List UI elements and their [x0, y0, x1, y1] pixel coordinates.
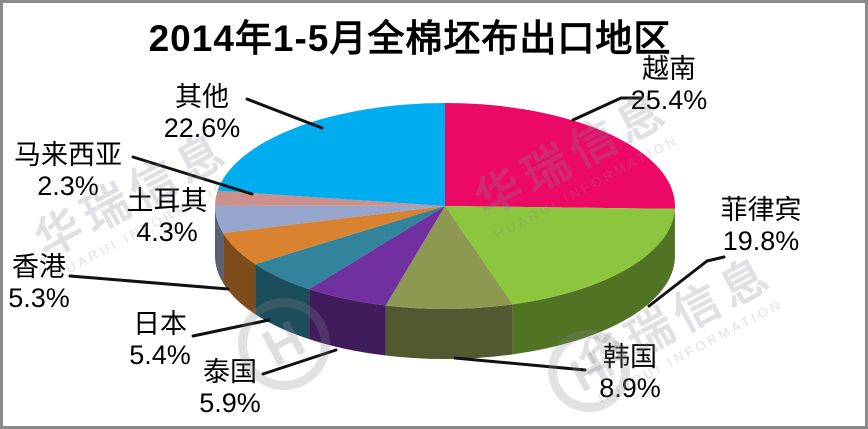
slice-label-percent: 4.3% [136, 217, 198, 247]
leader-line-philippines [647, 255, 726, 308]
slice-label-percent: 2.3% [37, 171, 99, 201]
pie-slice-日本 [255, 206, 445, 290]
pie-wall-泰国 [309, 289, 386, 356]
slice-label-hong-kong: 香港 5.3% [0, 251, 80, 314]
slice-label-name: 越南 [642, 54, 696, 84]
pie-slice-越南 [445, 103, 675, 209]
pie-slice-韩国 [385, 206, 513, 309]
pie-wall-香港 [223, 233, 256, 315]
slice-label-name: 其他 [175, 82, 229, 112]
slice-label-name: 土耳其 [126, 186, 208, 216]
slice-label-percent: 19.8% [722, 226, 800, 256]
slice-label-thailand: 泰国 5.9% [178, 356, 282, 419]
slice-label-other: 其他 22.6% [156, 81, 248, 144]
slice-label-percent: 22.6% [163, 113, 241, 143]
pie-wall-菲律宾 [512, 208, 675, 355]
pie-wall-土耳其 [215, 206, 224, 283]
slice-label-south-korea: 韩国 8.9% [578, 341, 682, 404]
leader-line-other [245, 97, 324, 130]
pie-slice-香港 [223, 206, 445, 265]
slice-label-name: 韩国 [603, 342, 657, 372]
slice-label-name: 香港 [12, 252, 66, 282]
pie-slice-土耳其 [214, 205, 445, 233]
slice-label-malaysia: 马来西亚 2.3% [2, 139, 134, 202]
leader-line-thailand [261, 348, 338, 376]
leader-line-japan [191, 318, 271, 338]
pie-slice-马来西亚 [215, 190, 445, 206]
slice-label-percent: 25.4% [630, 85, 708, 115]
chart-title: 2014年1-5月全棉坯布出口地区 [148, 18, 672, 59]
slice-label-name: 泰国 [203, 357, 257, 387]
leader-line-south-korea [453, 356, 587, 372]
pie-slice-菲律宾 [445, 206, 675, 305]
slice-label-vietnam: 越南 25.4% [610, 53, 728, 116]
slice-label-philippines: 菲律宾 19.8% [702, 194, 820, 257]
slice-label-percent: 5.9% [199, 388, 261, 418]
slice-label-percent: 8.9% [599, 373, 661, 403]
leader-line-hong-kong [68, 274, 230, 291]
slice-label-turkey: 土耳其 4.3% [112, 185, 222, 248]
leader-line-malaysia [131, 155, 254, 196]
slice-label-japan: 日本 5.4% [117, 308, 203, 371]
slice-label-percent: 5.3% [8, 283, 70, 313]
pie-wall-韩国 [385, 304, 513, 359]
pie-slice-泰国 [309, 206, 445, 306]
slice-label-percent: 5.4% [129, 340, 191, 370]
slice-label-name: 菲律宾 [720, 195, 802, 225]
slice-label-name: 马来西亚 [14, 140, 122, 170]
slice-label-name: 日本 [133, 309, 187, 339]
leader-line-vietnam [571, 96, 643, 122]
pie-slice-其他 [217, 103, 445, 206]
